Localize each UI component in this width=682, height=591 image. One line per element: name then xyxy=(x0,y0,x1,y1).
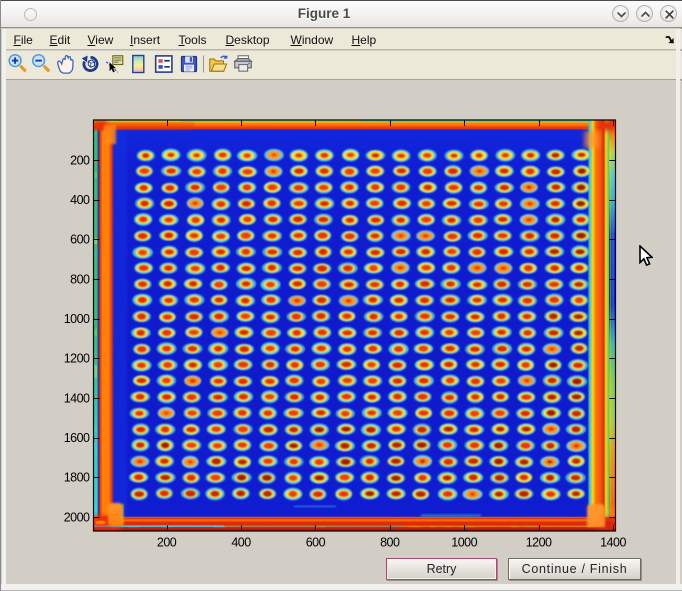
svg-text:600: 600 xyxy=(306,536,326,550)
svg-text:1600: 1600 xyxy=(64,431,90,445)
svg-text:400: 400 xyxy=(70,193,90,207)
svg-text:200: 200 xyxy=(157,536,177,550)
svg-text:1400: 1400 xyxy=(600,536,626,550)
svg-text:1000: 1000 xyxy=(64,312,90,326)
svg-text:1200: 1200 xyxy=(526,536,552,550)
svg-text:1200: 1200 xyxy=(64,352,90,366)
svg-text:1400: 1400 xyxy=(64,391,90,405)
svg-text:200: 200 xyxy=(70,153,90,167)
svg-text:400: 400 xyxy=(231,536,251,550)
svg-text:800: 800 xyxy=(70,272,90,286)
svg-text:600: 600 xyxy=(70,233,90,247)
svg-text:800: 800 xyxy=(380,536,400,550)
svg-text:1800: 1800 xyxy=(64,471,90,485)
svg-text:1000: 1000 xyxy=(451,536,477,550)
svg-text:2000: 2000 xyxy=(64,510,90,524)
